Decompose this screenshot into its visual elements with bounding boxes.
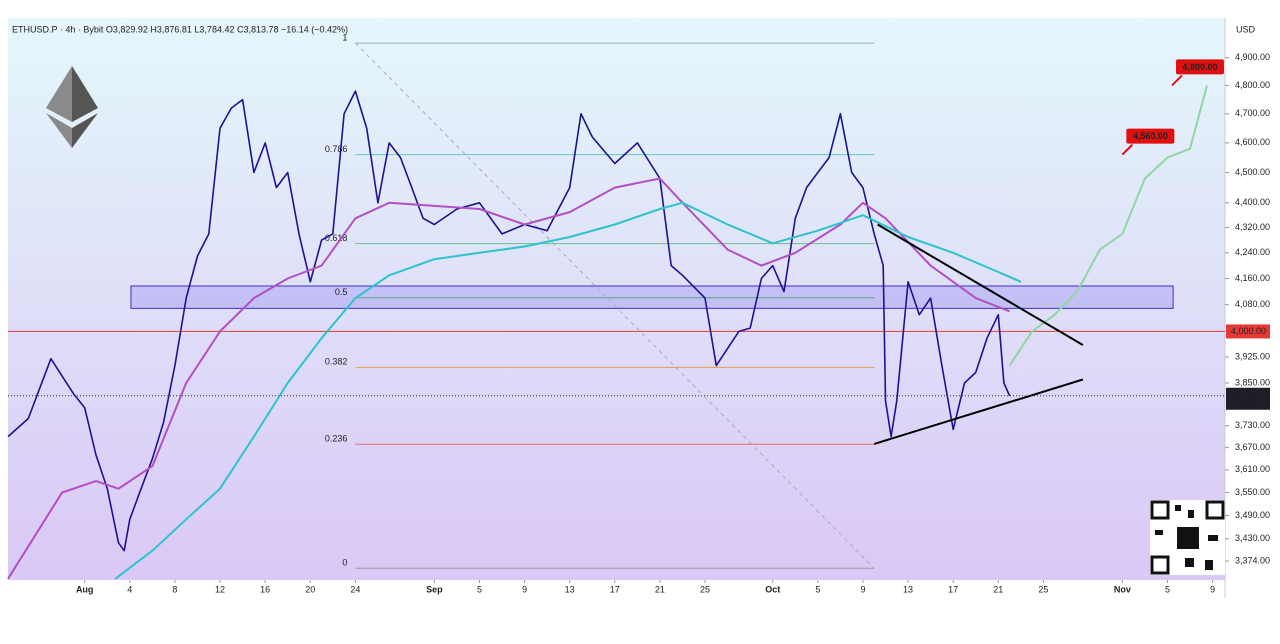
fib-diagonal <box>355 42 875 569</box>
y-tick-label: 4,700.00 <box>1235 108 1270 118</box>
time-axis-background <box>8 580 1225 598</box>
price-zone <box>130 285 1174 309</box>
y-tick-label: 4,240.00 <box>1235 247 1270 257</box>
y-tick-label: 3,925.00 <box>1235 351 1270 361</box>
x-tick-label: 16 <box>260 584 270 594</box>
annotation-arrow <box>1121 143 1134 156</box>
y-tick-label: 3,730.00 <box>1235 420 1270 430</box>
y-tick-label: 4,800.00 <box>1235 80 1270 90</box>
annotation-label: 4,800.00 <box>1182 62 1217 72</box>
y-tick-label: 4,900.00 <box>1235 52 1270 62</box>
x-tick-label: 17 <box>948 584 958 594</box>
x-tick-label: 12 <box>215 584 225 594</box>
trendline <box>873 378 1084 445</box>
annotation-box <box>1175 59 1224 75</box>
x-tick-label: 9 <box>522 584 527 594</box>
fib-label: 1 <box>342 32 347 42</box>
x-tick-label: 4 <box>127 584 132 594</box>
y-tick-label: 4,400.00 <box>1235 197 1270 207</box>
x-tick-label: Aug <box>76 584 94 594</box>
x-tick-label: 5 <box>1165 584 1170 594</box>
x-tick-label: 9 <box>1210 584 1215 594</box>
y-tick-label: 4,080.00 <box>1235 299 1270 309</box>
x-tick-label: 13 <box>565 584 575 594</box>
y-tick-label: 3,430.00 <box>1235 533 1270 543</box>
chart-header: ETHUSD.P · 4h · Bybit O3,829.92 H3,876.8… <box>12 24 348 34</box>
y-tick-label: 3,670.00 <box>1235 442 1270 452</box>
fib-label: 0.5 <box>335 287 348 297</box>
x-tick-label: 20 <box>305 584 315 594</box>
y-tick-label: 3,850.00 <box>1235 377 1270 387</box>
y-tick-label: 3,490.00 <box>1235 510 1270 520</box>
y-tick-label: 4,160.00 <box>1235 273 1270 283</box>
fib-label: 0.618 <box>325 233 348 243</box>
last-price-box <box>1226 387 1270 410</box>
x-tick-label: Oct <box>765 584 780 594</box>
price-line <box>114 201 1022 580</box>
countdown-label: 01:32:52 <box>1231 398 1266 408</box>
x-tick-label: 21 <box>993 584 1003 594</box>
y-tick-label: 3,610.00 <box>1235 464 1270 474</box>
price-line <box>1008 85 1208 367</box>
level-price-box <box>1226 324 1270 339</box>
trendline <box>877 223 1084 346</box>
last-price-label: 3,813.78 <box>1231 388 1266 398</box>
annotation-arrow <box>1171 74 1183 87</box>
fib-label: 0.786 <box>325 144 348 154</box>
y-tick-label: 4,600.00 <box>1235 137 1270 147</box>
y-tick-label: 4,500.00 <box>1235 167 1270 177</box>
x-tick-label: Sep <box>426 584 443 594</box>
x-tick-label: 9 <box>860 584 865 594</box>
x-tick-label: 25 <box>700 584 710 594</box>
fib-label: 0 <box>342 558 347 568</box>
fib-label: 0.236 <box>325 434 348 444</box>
y-tick-label: 3,550.00 <box>1235 487 1270 497</box>
qr-code <box>1150 500 1225 575</box>
price-axis-background <box>1225 18 1270 598</box>
eth-logo <box>46 66 98 148</box>
x-tick-label: 21 <box>655 584 665 594</box>
x-tick-label: Nov <box>1114 584 1131 594</box>
annotation-box <box>1126 128 1175 144</box>
y-tick-label: 3,374.00 <box>1235 555 1270 565</box>
x-tick-label: 25 <box>1038 584 1048 594</box>
level-price-label: 4,000.00 <box>1231 326 1266 336</box>
price-line <box>7 177 1010 580</box>
fib-label: 0.382 <box>325 357 348 367</box>
x-tick-label: 5 <box>477 584 482 594</box>
currency-label: USD <box>1236 24 1256 34</box>
plot-background <box>8 18 1225 580</box>
y-tick-label: 4,320.00 <box>1235 222 1270 232</box>
x-tick-label: 8 <box>172 584 177 594</box>
x-tick-label: 17 <box>610 584 620 594</box>
x-tick-label: 13 <box>903 584 913 594</box>
x-tick-label: 24 <box>350 584 360 594</box>
annotation-label: 4,560.00 <box>1133 131 1168 141</box>
x-tick-label: 5 <box>815 584 820 594</box>
